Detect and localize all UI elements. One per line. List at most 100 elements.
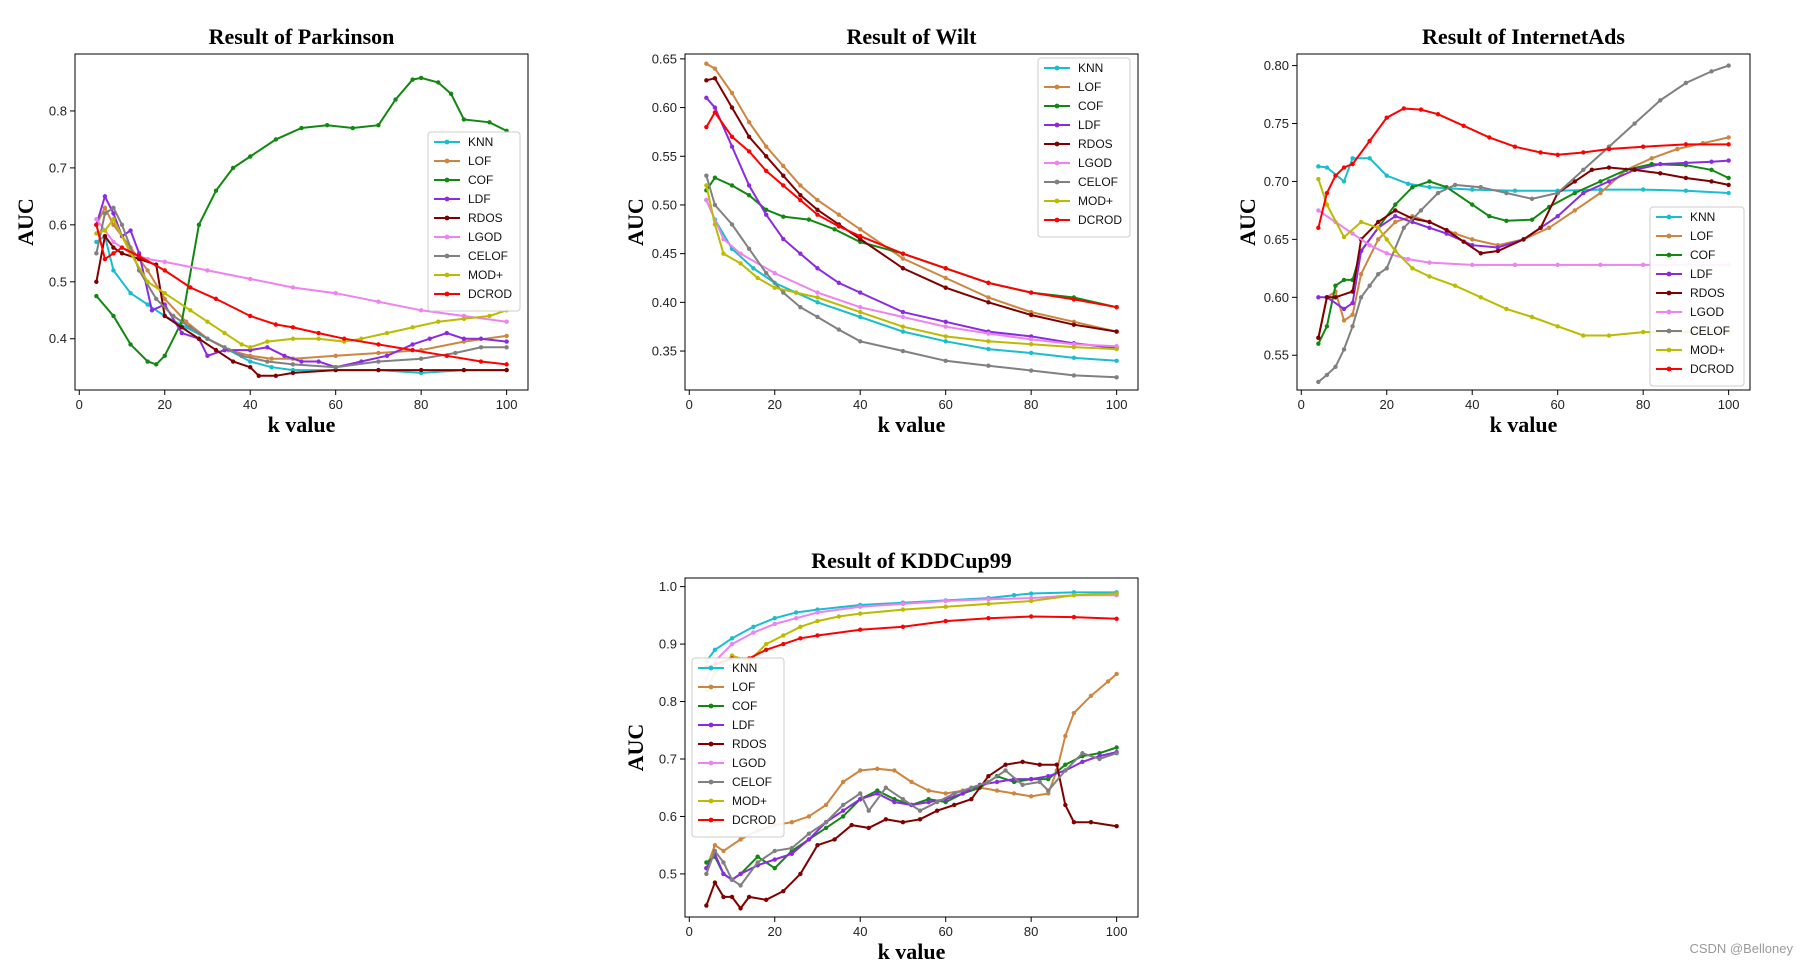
data-point xyxy=(111,251,116,256)
data-point xyxy=(1726,135,1731,140)
data-point xyxy=(1324,202,1330,207)
data-point xyxy=(986,601,991,607)
data-point xyxy=(781,173,786,178)
data-point xyxy=(1555,324,1560,329)
series-line xyxy=(705,760,1117,911)
legend-label: DCROD xyxy=(1078,213,1122,227)
data-point xyxy=(1478,295,1483,300)
data-point xyxy=(746,894,752,900)
data-point xyxy=(943,598,948,604)
data-point xyxy=(1401,106,1407,111)
data-point xyxy=(1581,167,1586,173)
data-point xyxy=(815,300,820,305)
data-point xyxy=(934,808,940,813)
legend-marker xyxy=(1666,214,1672,220)
data-point xyxy=(145,268,150,273)
data-point xyxy=(410,325,415,330)
data-point xyxy=(1606,333,1612,338)
data-point xyxy=(1316,379,1321,385)
data-point xyxy=(960,791,965,796)
data-point xyxy=(1028,312,1034,318)
data-point xyxy=(1316,335,1321,341)
data-point xyxy=(145,279,150,284)
data-point xyxy=(1114,751,1119,756)
data-point xyxy=(393,97,398,102)
data-point xyxy=(94,216,99,222)
data-point xyxy=(1401,225,1407,230)
legend-marker xyxy=(708,665,714,671)
legend: KNN LOF COF LDF RDOS LGOD CELOF MOD+ DCROD xyxy=(1037,57,1131,238)
legend-label: CELOF xyxy=(1078,175,1118,189)
data-point xyxy=(1341,347,1347,352)
series-dcrod xyxy=(704,110,1119,310)
data-point xyxy=(410,77,415,82)
data-point xyxy=(1071,373,1077,378)
data-point xyxy=(269,365,274,370)
legend-label: LGOD xyxy=(468,230,502,244)
data-point xyxy=(798,624,803,630)
data-point xyxy=(704,183,709,188)
legend-marker xyxy=(444,158,450,164)
x-tick-label: 60 xyxy=(938,924,952,939)
data-point xyxy=(111,222,116,228)
data-point xyxy=(410,347,415,353)
data-point xyxy=(952,802,957,808)
data-point xyxy=(1375,219,1381,225)
data-point xyxy=(205,336,210,341)
data-point xyxy=(427,336,432,341)
data-point xyxy=(712,105,718,110)
data-point xyxy=(832,227,837,232)
data-point xyxy=(858,611,863,616)
data-point xyxy=(273,137,279,142)
legend-label: MOD+ xyxy=(1078,194,1113,208)
data-point xyxy=(1037,779,1042,785)
data-point xyxy=(248,154,253,159)
data-point xyxy=(729,105,735,110)
data-point xyxy=(111,239,116,245)
data-point xyxy=(900,601,906,607)
data-point xyxy=(815,212,820,217)
data-point xyxy=(1114,305,1119,310)
x-tick-label: 80 xyxy=(1024,924,1038,939)
data-point xyxy=(986,363,991,368)
series-line xyxy=(96,217,507,349)
legend-label: LDF xyxy=(1690,267,1713,281)
data-point xyxy=(900,251,906,256)
data-point xyxy=(763,168,769,174)
data-point xyxy=(1071,322,1077,327)
data-point xyxy=(290,370,296,376)
data-point xyxy=(102,205,108,210)
legend-label: LDF xyxy=(468,192,491,206)
data-point xyxy=(1452,182,1458,188)
legend-marker xyxy=(708,703,714,709)
y-tick-label: 0.80 xyxy=(1264,58,1289,73)
data-point xyxy=(333,290,338,296)
data-point xyxy=(1427,225,1432,230)
data-point xyxy=(1589,167,1595,173)
data-point xyxy=(1003,762,1008,767)
data-point xyxy=(149,308,155,313)
legend-label: KNN xyxy=(732,661,757,675)
data-point xyxy=(858,768,863,773)
data-point xyxy=(1470,237,1475,242)
legend-label: DCROD xyxy=(732,813,776,827)
legend-label: MOD+ xyxy=(468,268,503,282)
data-point xyxy=(1063,802,1068,808)
data-point xyxy=(1071,614,1077,620)
data-point xyxy=(196,336,202,341)
data-point xyxy=(1384,173,1389,178)
data-point xyxy=(875,791,880,796)
data-point xyxy=(444,353,450,359)
y-tick-label: 0.6 xyxy=(49,217,67,232)
series-dcrod xyxy=(94,222,509,367)
series-celof xyxy=(704,751,1119,888)
data-point xyxy=(772,865,777,871)
y-tick-label: 0.55 xyxy=(652,149,677,164)
data-point xyxy=(162,313,167,319)
data-point xyxy=(1405,181,1411,186)
data-point xyxy=(1529,314,1535,320)
data-point xyxy=(900,797,906,802)
data-point xyxy=(1444,227,1449,233)
data-point xyxy=(858,627,863,632)
legend-marker xyxy=(1666,252,1672,258)
